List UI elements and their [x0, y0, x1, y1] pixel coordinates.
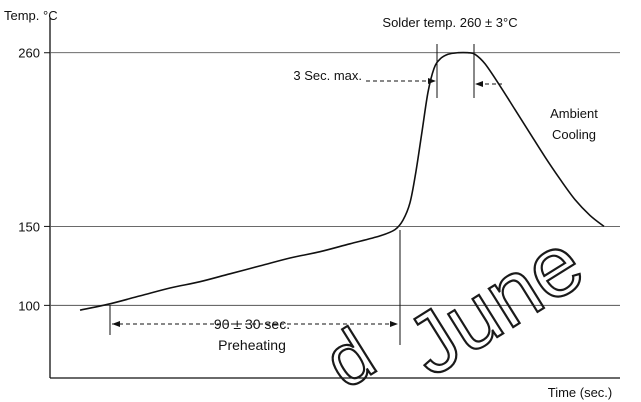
y-tick-label-260: 260 [18, 46, 40, 61]
temperature-curve [79, 51, 605, 311]
preheat-arrow-left [112, 321, 120, 327]
max-time-label: 3 Sec. max. [293, 68, 362, 83]
y-tick-label-100: 100 [18, 298, 40, 313]
watermark-letter-d: d [310, 312, 389, 402]
preheat-arrow-right [390, 321, 398, 327]
cooling-label: Cooling [552, 127, 596, 142]
y-axis-label: Temp. °C [4, 8, 58, 23]
watermark-word-june: June [390, 214, 599, 394]
x-axis-label: Time (sec.) [548, 385, 613, 400]
ambient-label: Ambient [550, 106, 598, 121]
preheating-label: Preheating [218, 337, 286, 353]
cooling-side-arrow [475, 81, 483, 87]
solder-temp-label: Solder temp. 260 ± 3°C [382, 15, 517, 30]
annotation-guides [109, 44, 502, 345]
y-tick-labels: 100 150 260 [18, 46, 40, 314]
gridlines [44, 52, 620, 306]
preheat-time-label: 90 ± 30 sec. [214, 316, 290, 332]
max-time-arrow [428, 78, 436, 84]
y-tick-label-150: 150 [18, 219, 40, 234]
